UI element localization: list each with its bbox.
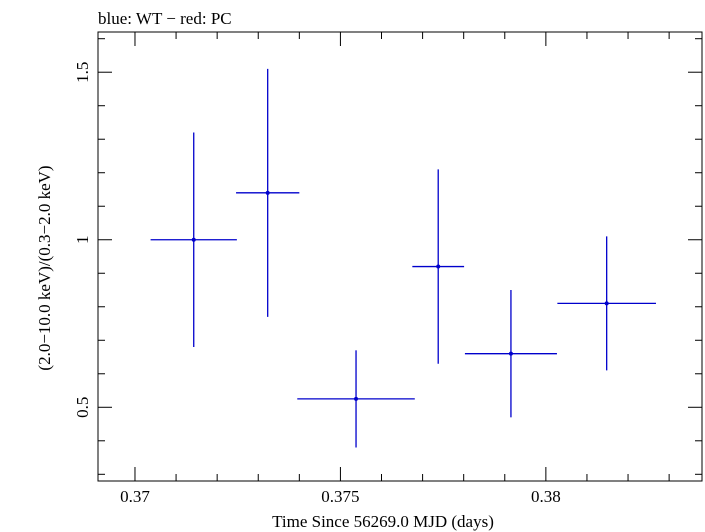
data-marker — [604, 301, 609, 306]
y-tick-label: 0.5 — [73, 397, 92, 418]
y-axis-label: (2.0−10.0 keV)/(0.3−2.0 keV) — [35, 165, 54, 370]
x-tick-label: 0.375 — [321, 487, 359, 506]
data-point — [297, 350, 415, 448]
data-point — [236, 68, 300, 317]
x-tick-label: 0.38 — [531, 487, 561, 506]
data-points — [150, 68, 656, 448]
x-axis-label: Time Since 56269.0 MJD (days) — [272, 512, 494, 531]
data-marker — [191, 237, 196, 242]
axis-ticks — [98, 32, 702, 481]
plot-frame — [97, 31, 703, 482]
axis-tick-labels: 0.37 0.375 0.38 0.5 1 1.5 — [73, 62, 561, 506]
data-point — [557, 236, 656, 371]
y-tick-label: 1 — [73, 235, 92, 244]
chart-title: blue: WT − red: PC — [98, 9, 232, 28]
data-marker — [265, 190, 270, 195]
data-marker — [508, 351, 513, 356]
data-point — [150, 132, 237, 347]
data-point — [464, 290, 557, 418]
data-marker — [354, 396, 359, 401]
y-tick-label: 1.5 — [73, 62, 92, 83]
data-point — [412, 169, 465, 364]
x-tick-label: 0.37 — [120, 487, 150, 506]
data-marker — [436, 264, 441, 269]
